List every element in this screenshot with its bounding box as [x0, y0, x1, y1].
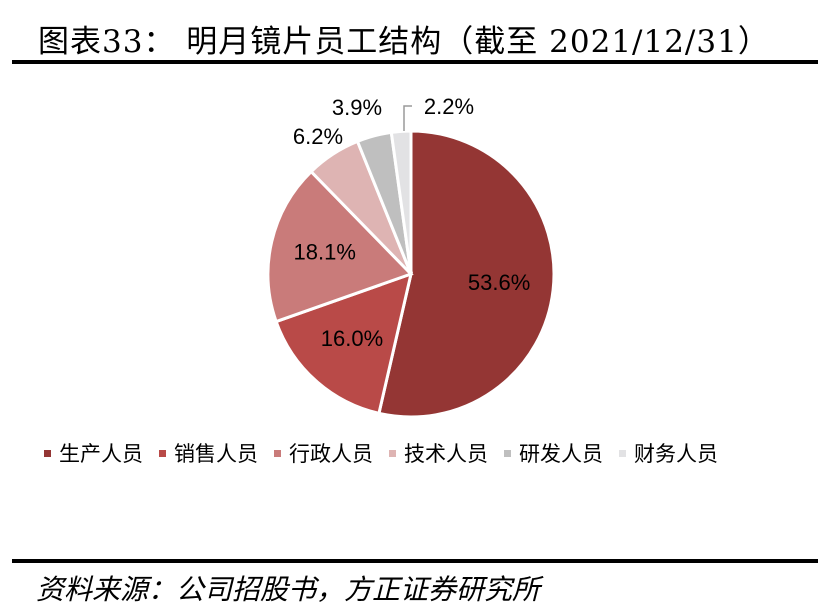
pie-slice-3	[266, 169, 414, 324]
legend-item-1: 生产人员	[44, 438, 143, 468]
source-divider	[12, 559, 818, 563]
data-label-6: 2.2%	[424, 94, 474, 119]
legend-item-2: 销售人员	[159, 438, 258, 468]
legend-label: 技术人员	[404, 442, 488, 466]
legend-label: 行政人员	[289, 442, 373, 466]
leader-line	[403, 105, 412, 131]
legend-swatch	[619, 449, 626, 457]
source-note: 资料来源：公司招股书，方正证券研究所	[36, 573, 541, 606]
legend-item-5: 研发人员	[504, 438, 603, 468]
chart-title: 图表33： 明月镜片员工结构（截至 2021/12/31）	[38, 24, 770, 60]
legend-item-3: 行政人员	[274, 438, 373, 468]
legend-swatch	[389, 449, 396, 457]
legend-swatch	[274, 449, 281, 457]
title-divider	[12, 60, 818, 64]
legend-label: 销售人员	[174, 442, 258, 466]
data-label-2: 16.0%	[321, 326, 383, 351]
data-label-4: 6.2%	[293, 124, 343, 149]
data-label-1: 53.6%	[468, 270, 530, 295]
legend-label: 研发人员	[519, 442, 603, 466]
legend-swatch	[159, 449, 166, 457]
data-label-3: 18.1%	[294, 240, 356, 265]
pie-slice-2	[274, 271, 414, 416]
legend-label: 财务人员	[634, 442, 718, 466]
pie-chart: 53.6% 16.0% 18.1% 6.2% 3.9% 2.2%	[266, 94, 556, 419]
pie-slice-6	[389, 129, 413, 275]
data-label-5: 3.9%	[332, 95, 382, 120]
legend-item-4: 技术人员	[389, 438, 488, 468]
chart-legend: 生产人员 销售人员 行政人员 技术人员 研发人员 财务人员	[44, 438, 734, 468]
legend-item-6: 财务人员	[619, 438, 718, 468]
legend-swatch	[44, 449, 51, 457]
legend-label: 生产人员	[59, 442, 143, 466]
pie-slice-1	[377, 129, 556, 419]
legend-swatch	[504, 449, 511, 457]
